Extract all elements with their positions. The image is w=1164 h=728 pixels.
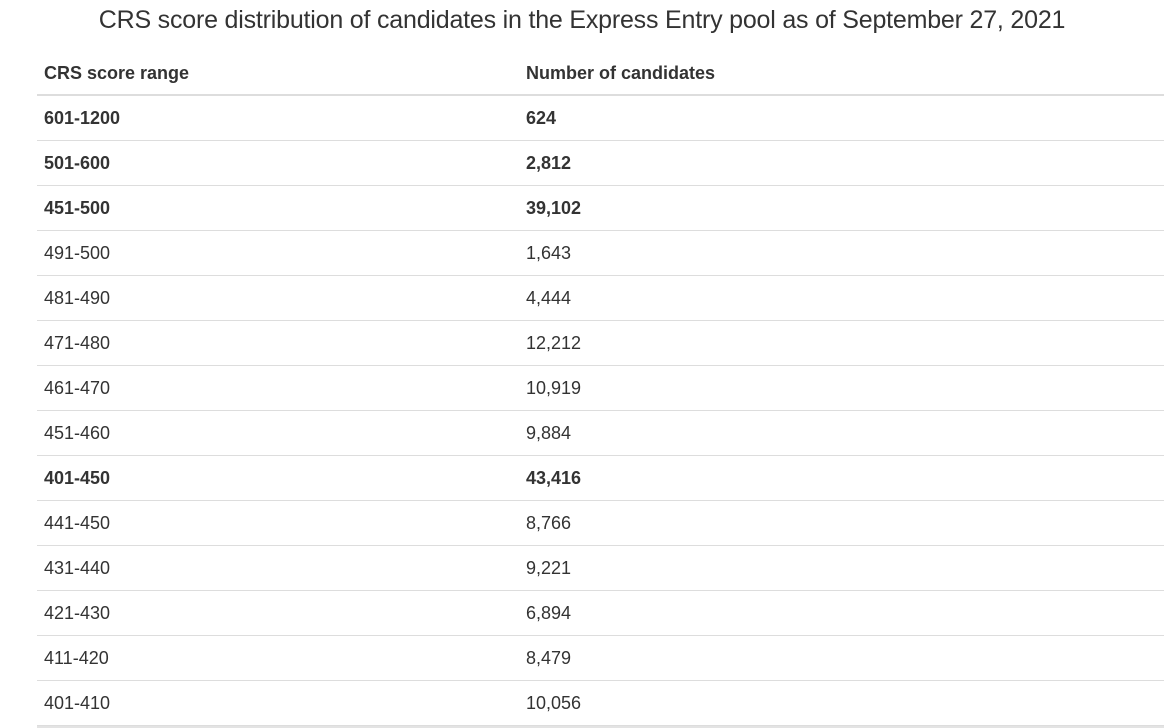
table-row: 431-440 9,221 <box>37 546 1164 591</box>
crs-range-cell: 431-440 <box>44 558 111 578</box>
table-bottom-edge <box>37 726 1164 728</box>
crs-range-cell: 491-500 <box>44 243 111 263</box>
crs-range-cell: 471-480 <box>44 333 111 353</box>
crs-range-cell: 401-410 <box>44 693 111 713</box>
table-row: 501-600 2,812 <box>37 141 1164 186</box>
candidate-count-cell: 10,919 <box>526 378 582 398</box>
table-row: 451-500 39,102 <box>37 186 1164 231</box>
table-row: 451-460 9,884 <box>37 411 1164 456</box>
crs-range-cell: 481-490 <box>44 288 111 308</box>
table-row: 481-490 4,444 <box>37 276 1164 321</box>
column-header-crs-score-range: CRS score range <box>44 63 190 83</box>
candidate-count-cell: 8,766 <box>526 513 572 533</box>
column-header-number-of-candidates: Number of candidates <box>526 63 716 83</box>
candidate-count-cell: 43,416 <box>526 468 582 488</box>
table-row: 401-450 43,416 <box>37 456 1164 501</box>
table-row: 601-1200 624 <box>37 96 1164 141</box>
candidate-count-cell: 9,221 <box>526 558 572 578</box>
crs-range-cell: 601-1200 <box>44 108 121 128</box>
page-title: CRS score distribution of candidates in … <box>98 6 1066 34</box>
table-row: 411-420 8,479 <box>37 636 1164 681</box>
crs-range-cell: 501-600 <box>44 153 111 173</box>
candidate-count-cell: 9,884 <box>526 423 572 443</box>
table-row: 441-450 8,766 <box>37 501 1164 546</box>
table-row: 461-470 10,919 <box>37 366 1164 411</box>
candidate-count-cell: 39,102 <box>526 198 582 218</box>
table-row: 471-480 12,212 <box>37 321 1164 366</box>
crs-range-cell: 411-420 <box>44 648 109 668</box>
table-row: 491-500 1,643 <box>37 231 1164 276</box>
table-header-row: CRS score range Number of candidates <box>37 52 1164 96</box>
crs-range-cell: 421-430 <box>44 603 111 623</box>
candidate-count-cell: 6,894 <box>526 603 572 623</box>
table-row: 401-410 10,056 <box>37 681 1164 726</box>
crs-range-cell: 451-500 <box>44 198 111 218</box>
candidate-count-cell: 12,212 <box>526 333 582 353</box>
crs-range-cell: 461-470 <box>44 378 111 398</box>
candidate-count-cell: 624 <box>526 108 557 128</box>
candidate-count-cell: 8,479 <box>526 648 572 668</box>
candidate-count-cell: 2,812 <box>526 153 572 173</box>
candidate-count-cell: 4,444 <box>526 288 572 308</box>
candidate-count-cell: 1,643 <box>526 243 572 263</box>
crs-range-cell: 441-450 <box>44 513 111 533</box>
crs-range-cell: 451-460 <box>44 423 111 443</box>
crs-range-cell: 401-450 <box>44 468 111 488</box>
table-row: 421-430 6,894 <box>37 591 1164 636</box>
crs-distribution-table: CRS score range Number of candidates 601… <box>37 52 1164 726</box>
candidate-count-cell: 10,056 <box>526 693 582 713</box>
